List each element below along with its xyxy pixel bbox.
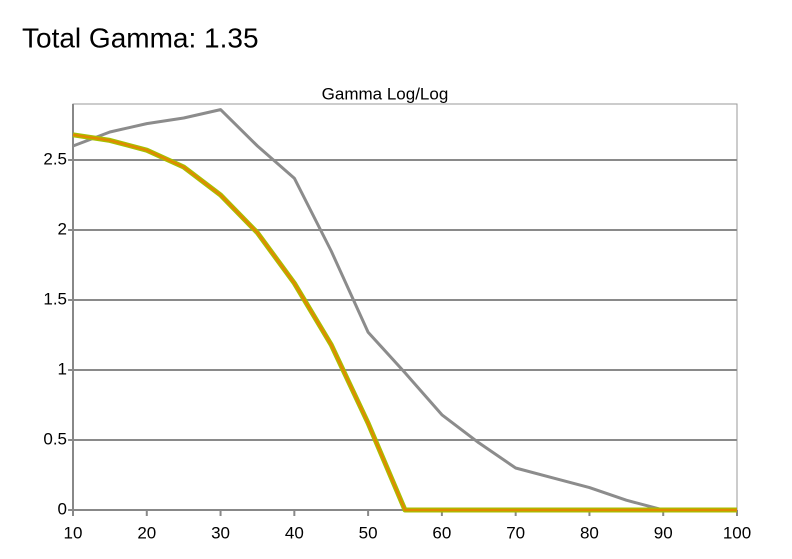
- x-tick-label: 20: [137, 523, 156, 542]
- y-tick-label: 1: [58, 359, 67, 378]
- y-tick-label: 2: [58, 219, 67, 238]
- x-tick-label: 60: [432, 523, 451, 542]
- x-tick-label: 90: [654, 523, 673, 542]
- plot-area: [72, 103, 738, 511]
- y-tick-label: 0: [58, 499, 67, 518]
- x-tick-label: 50: [359, 523, 378, 542]
- y-tick-label: 1.5: [43, 289, 67, 308]
- x-tick-label: 70: [506, 523, 525, 542]
- series-line: [72, 133, 737, 512]
- y-tick-label: 0.5: [43, 429, 67, 448]
- x-tick-label: 100: [723, 523, 751, 542]
- x-tick-label: 80: [580, 523, 599, 542]
- chart-title: Gamma Log/Log: [322, 84, 449, 103]
- x-tick-label: 40: [285, 523, 304, 542]
- y-tick-label: 2.5: [43, 149, 67, 168]
- series-line: [72, 132, 737, 513]
- page-title: Total Gamma: 1.35: [22, 22, 259, 53]
- x-tick-label: 10: [64, 523, 83, 542]
- x-tick-label: 30: [211, 523, 230, 542]
- series-line: [72, 108, 737, 512]
